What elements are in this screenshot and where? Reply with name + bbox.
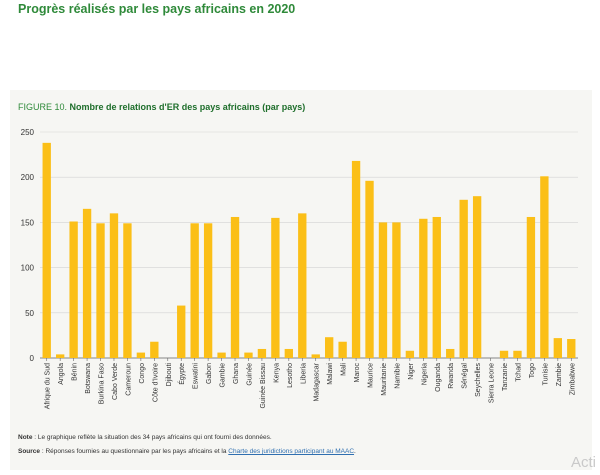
bar bbox=[446, 348, 455, 358]
bar bbox=[419, 218, 428, 358]
x-tick-label: Rwanda bbox=[448, 363, 455, 389]
source-label: Source bbox=[18, 448, 41, 455]
x-tick-label: Malawi bbox=[327, 363, 334, 385]
x-tick-label: Eswatini bbox=[193, 363, 200, 390]
figure-number: FIGURE 10. bbox=[18, 102, 68, 112]
note-label: Note bbox=[18, 434, 33, 441]
x-tick-label: Congo bbox=[139, 363, 146, 384]
x-tick-label: Niger bbox=[408, 362, 415, 379]
bar bbox=[459, 199, 468, 358]
x-tick-label: Cabo Verde bbox=[112, 363, 119, 400]
bar bbox=[338, 341, 347, 358]
bar bbox=[392, 222, 401, 358]
bar bbox=[405, 350, 415, 358]
figure-panel: FIGURE 10. Nombre de relations d'ER des … bbox=[10, 90, 592, 470]
x-tick-label: Cameroun bbox=[125, 363, 132, 396]
bar bbox=[82, 208, 92, 358]
x-tick-label: Afrique du Sud bbox=[45, 363, 52, 409]
bar bbox=[325, 337, 334, 358]
y-tick-label: 50 bbox=[25, 309, 34, 318]
bar bbox=[526, 216, 536, 358]
bar-chart: 0 50 100 150 200 250 Afrique du Sud Angola Bénin… bbox=[21, 128, 578, 409]
bar bbox=[56, 354, 65, 358]
bar bbox=[123, 223, 132, 358]
bar bbox=[150, 341, 159, 358]
bar bbox=[432, 216, 441, 358]
x-tick-label: Guinée Bissau bbox=[260, 363, 267, 409]
x-tick-label: Égypte bbox=[177, 363, 186, 385]
source-line: Source : Réponses fournies au questionna… bbox=[18, 448, 356, 455]
bar bbox=[513, 350, 522, 358]
bar bbox=[42, 142, 51, 358]
bar bbox=[351, 160, 361, 358]
page-heading: Progrès réalisés par les pays africains … bbox=[18, 2, 296, 16]
x-tick-label: Djibouti bbox=[166, 363, 173, 387]
y-tick-label: 0 bbox=[30, 354, 35, 363]
x-tick-label: Burkina Faso bbox=[99, 363, 106, 404]
bar bbox=[136, 352, 146, 358]
x-tick-label: Namibie bbox=[394, 363, 401, 389]
bar bbox=[499, 350, 509, 358]
bar bbox=[472, 196, 482, 358]
bar bbox=[109, 213, 119, 358]
x-tick-label: Madagascar bbox=[314, 362, 321, 401]
x-tick-label: Bénin bbox=[72, 363, 79, 381]
bar bbox=[567, 339, 576, 358]
y-tick-label: 150 bbox=[21, 218, 35, 227]
bar bbox=[257, 348, 267, 358]
x-tick-label: Maroc bbox=[354, 363, 361, 383]
x-tick-label: Seychelles bbox=[475, 363, 482, 397]
y-tick-label: 250 bbox=[21, 128, 35, 137]
y-tick-label: 200 bbox=[21, 173, 35, 182]
x-tick-label: Sénégal bbox=[462, 363, 469, 389]
bar bbox=[96, 223, 105, 358]
bar bbox=[553, 338, 562, 358]
x-tick-label: Ouganda bbox=[435, 363, 442, 392]
note-line: Note : Le graphique reflète la situation… bbox=[18, 434, 272, 441]
bar bbox=[217, 352, 226, 358]
source-link[interactable]: Charte des juridictions participant au M… bbox=[228, 448, 355, 455]
bar bbox=[365, 180, 374, 358]
figure-title-text: Nombre de relations d'ER des pays africa… bbox=[69, 102, 306, 112]
source-text: : Réponses fournies au questionnaire par… bbox=[40, 448, 229, 455]
watermark: Acti bbox=[570, 454, 596, 471]
x-tick-label: Kenya bbox=[273, 363, 280, 383]
x-tick-label: Gambie bbox=[220, 363, 227, 388]
source-end: . bbox=[354, 448, 356, 455]
x-tick-label: Guinée bbox=[246, 363, 253, 386]
bar bbox=[540, 176, 549, 358]
x-tick-label: Zimbabwe bbox=[569, 363, 576, 395]
x-tick-label: Angola bbox=[58, 363, 65, 385]
x-tick-label: Côte d'Ivoire bbox=[152, 363, 159, 402]
bar bbox=[271, 217, 280, 358]
figure-title: FIGURE 10. Nombre de relations d'ER des … bbox=[18, 102, 305, 112]
y-tick-label: 100 bbox=[21, 264, 35, 273]
x-tick-label: Tanzanie bbox=[502, 363, 509, 391]
bar bbox=[378, 222, 388, 358]
x-tick-label: Gabon bbox=[206, 363, 213, 384]
x-tick-label: Maurice bbox=[368, 363, 375, 388]
bar bbox=[190, 223, 199, 358]
x-tick-label: Liberia bbox=[300, 363, 307, 384]
x-tick-label: Ghana bbox=[233, 363, 240, 384]
bar bbox=[311, 354, 320, 358]
bar bbox=[177, 305, 186, 358]
x-tick-label: Lesotho bbox=[287, 363, 294, 388]
note-text: : Le graphique reflète la situation des … bbox=[32, 434, 272, 441]
bar bbox=[69, 221, 78, 358]
x-tick-label: Sierra Leone bbox=[489, 363, 496, 403]
bar bbox=[284, 348, 293, 358]
x-tick-label: Tchad bbox=[515, 363, 522, 382]
x-tick-label: Nigeria bbox=[421, 363, 428, 385]
x-tick-label: Togo bbox=[529, 363, 536, 378]
bar bbox=[298, 213, 307, 358]
bar bbox=[203, 223, 213, 358]
x-tick-label: Zambie bbox=[556, 363, 563, 386]
x-tick-label: Tunisie bbox=[542, 363, 549, 385]
bar bbox=[244, 352, 253, 358]
x-tick-label: Botswana bbox=[85, 363, 92, 394]
x-tick-label: Mauritanie bbox=[381, 363, 388, 396]
bar bbox=[230, 216, 240, 358]
x-tick-label: Mali bbox=[341, 363, 348, 376]
